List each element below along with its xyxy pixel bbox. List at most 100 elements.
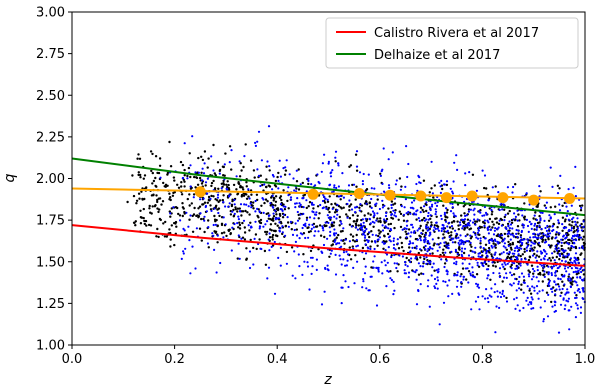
scatter-point-black [523, 202, 526, 205]
scatter-point-blue [565, 233, 568, 236]
scatter-point-blue [436, 276, 439, 279]
scatter-point-blue [392, 280, 395, 283]
scatter-point-blue [451, 192, 455, 195]
y-tick-label: 1.50 [36, 255, 65, 270]
scatter-point-blue [363, 236, 367, 239]
scatter-point-blue [518, 246, 521, 249]
scatter-point-blue [258, 227, 261, 230]
scatter-point-blue [271, 173, 274, 177]
scatter-point-blue [233, 222, 236, 226]
scatter-point-black [510, 221, 514, 224]
scatter-point-blue [539, 250, 542, 253]
scatter-point-blue [548, 214, 551, 217]
scatter-point-blue [505, 272, 508, 275]
scatter-point-blue [486, 227, 489, 230]
scatter-point-black [227, 228, 230, 232]
scatter-point-blue [362, 172, 365, 176]
scatter-point-black [284, 225, 287, 228]
scatter-point-blue [393, 253, 396, 257]
scatter-point-black [134, 224, 137, 227]
scatter-point-black [533, 246, 536, 249]
scatter-point-blue [520, 258, 523, 261]
scatter-point-blue [522, 281, 525, 284]
scatter-point-blue [518, 287, 521, 290]
scatter-point-black [238, 227, 242, 230]
scatter-point-black [421, 229, 425, 232]
scatter-point-blue [484, 297, 487, 300]
scatter-point-black [307, 205, 310, 208]
scatter-point-black [386, 232, 390, 236]
scatter-point-black [564, 218, 567, 221]
scatter-point-blue [345, 264, 348, 267]
scatter-point-blue [293, 189, 296, 192]
scatter-point-blue [466, 240, 470, 243]
scatter-point-blue [297, 253, 300, 256]
scatter-point-blue [184, 247, 187, 250]
scatter-point-blue [555, 231, 558, 234]
scatter-point-blue [490, 208, 493, 212]
scatter-point-black [348, 223, 352, 226]
scatter-point-black [475, 273, 479, 276]
scatter-point-blue [450, 238, 453, 241]
scatter-point-blue [304, 225, 307, 228]
scatter-point-black [348, 246, 351, 249]
scatter-point-black [247, 195, 250, 198]
scatter-point-black [442, 248, 445, 251]
scatter-point-blue [315, 258, 318, 261]
scatter-point-blue [489, 228, 493, 231]
scatter-point-blue [381, 168, 384, 171]
scatter-point-blue [315, 211, 318, 214]
scatter-point-blue [549, 217, 552, 220]
scatter-point-blue [317, 180, 320, 184]
scatter-point-blue [327, 221, 330, 224]
scatter-point-blue [455, 237, 458, 240]
scatter-point-blue [353, 282, 356, 285]
scatter-point-blue [387, 246, 390, 249]
scatter-point-blue [322, 243, 326, 247]
scatter-point-black [527, 269, 530, 272]
scatter-point-blue [268, 165, 271, 168]
scatter-point-black [402, 219, 406, 222]
scatter-point-black [503, 215, 506, 219]
scatter-point-blue [562, 254, 565, 257]
scatter-point-blue [387, 270, 390, 273]
scatter-point-blue [264, 223, 267, 226]
scatter-point-black [323, 235, 326, 239]
scatter-point-blue [536, 269, 539, 272]
scatter-point-blue [545, 252, 548, 255]
scatter-point-black [362, 257, 366, 261]
scatter-point-blue [492, 271, 495, 275]
scatter-point-blue [334, 238, 337, 242]
scatter-point-blue [498, 234, 501, 237]
scatter-point-blue [463, 247, 467, 250]
scatter-point-blue [508, 227, 511, 230]
scatter-point-blue [337, 185, 340, 188]
scatter-point-black [137, 153, 140, 156]
scatter-point-blue [521, 223, 524, 226]
scatter-point-blue [532, 242, 535, 245]
scatter-point-black [274, 222, 277, 225]
scatter-point-blue [561, 223, 564, 226]
scatter-point-blue [350, 225, 353, 228]
scatter-point-blue [539, 218, 542, 221]
scatter-point-blue [474, 246, 477, 249]
scatter-point-blue [570, 305, 573, 308]
scatter-point-blue [247, 224, 250, 227]
scatter-point-black [385, 217, 389, 221]
scatter-point-blue [519, 240, 522, 244]
scatter-point-blue [298, 265, 301, 268]
scatter-point-black [399, 236, 402, 239]
scatter-point-black [361, 246, 365, 250]
scatter-point-blue [324, 197, 327, 200]
scatter-point-blue [500, 224, 503, 227]
scatter-point-black [460, 273, 463, 276]
scatter-point-blue [559, 294, 562, 297]
scatter-point-black [400, 241, 403, 245]
scatter-point-black [274, 200, 278, 203]
scatter-point-blue [497, 226, 500, 229]
scatter-point-blue [525, 299, 528, 302]
scatter-point-black [254, 233, 258, 236]
scatter-point-blue [233, 203, 236, 206]
scatter-point-blue [476, 285, 479, 288]
scatter-point-blue [187, 225, 190, 228]
